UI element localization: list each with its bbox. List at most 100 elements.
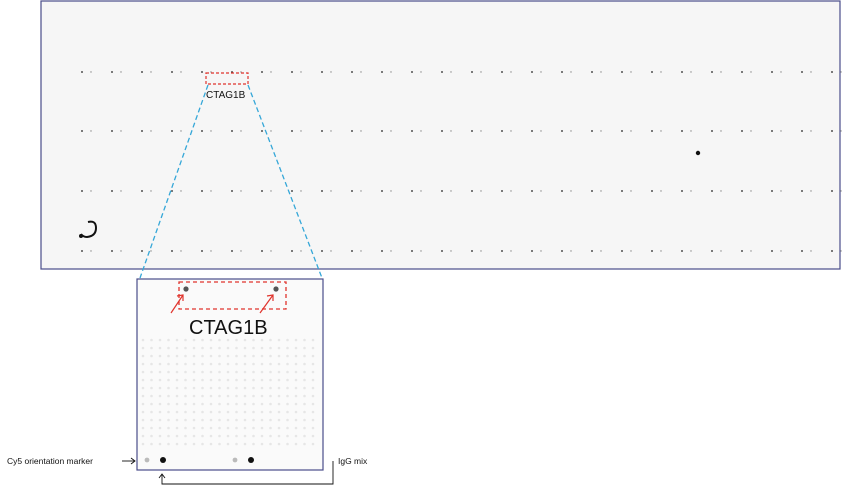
zoom-spot [141,354,145,358]
zoom-spot [175,378,179,382]
overview-spot [501,130,503,132]
overview-spot [171,250,173,252]
orientation-spot-1 [144,457,150,463]
overview-spot [711,71,713,73]
overview-spot [420,250,422,252]
zoom-spot [184,410,187,414]
overview-spot [501,190,503,192]
overview-spot [621,71,623,73]
zoom-spot [260,346,264,350]
zoom-spot [226,346,230,350]
overview-spot [651,130,653,132]
zoom-spot [252,442,255,446]
zoom-spot [303,370,306,374]
overview-spot [690,130,692,132]
zoom-spot [303,402,306,406]
zoom-spot [303,442,306,446]
zoom-spot [201,354,204,358]
zoom-protein-label: CTAG1B [189,317,268,339]
overview-spot [330,130,332,132]
zoom-spot [141,434,145,438]
overview-spot [660,250,662,252]
zoom-spot [184,434,187,438]
zoom-spot [218,378,221,382]
overview-spot [750,190,752,192]
overview-spot [741,130,743,132]
zoom-spot [260,402,264,406]
overview-spot [300,190,302,192]
zoom-spot [201,442,204,446]
zoom-spot [192,378,196,382]
zoom-spot [235,402,238,406]
overview-spot [630,190,632,192]
overview-spot [531,250,533,252]
overview-spot [321,250,323,252]
overview-spot [210,130,212,132]
zoom-spot [303,378,306,382]
zoom-spot [294,370,298,374]
orientation-marker-arrow [122,457,136,465]
zoom-spot [167,426,170,430]
zoom-spot [150,418,153,422]
zoom-spot [218,434,221,438]
zoom-spot [175,346,179,350]
zoom-spot [158,378,162,382]
zoom-spot [269,346,272,350]
zoom-spot [260,378,264,382]
overview-spot [300,130,302,132]
zoom-spot [201,378,204,382]
zoom-spot [158,338,162,342]
zoom-spot [226,386,230,390]
zoom-spot [226,442,230,446]
overview-spot [141,250,143,252]
zoom-spot [167,410,170,414]
overview-spot [180,250,182,252]
overview-spot [621,190,623,192]
zoom-spot [201,434,204,438]
zoom-spot [141,426,145,430]
overview-spot [450,130,452,132]
zoom-spot [175,354,179,358]
overview-array-panel [40,0,841,270]
overview-spot [141,71,143,73]
overview-spot [840,130,842,132]
zoom-spot [252,370,255,374]
zoom-spot [218,394,221,398]
overview-spot [720,190,722,192]
overview-spot [501,250,503,252]
zoom-spot [209,370,213,374]
zoom-spot [167,434,170,438]
overview-spot [450,250,452,252]
zoom-spot [209,442,213,446]
overview-spot [330,71,332,73]
zoom-spot [175,402,179,406]
zoom-spot [150,442,153,446]
overview-spot [741,250,743,252]
zoom-spot [167,418,170,422]
overview-spot [510,190,512,192]
zoom-spot [252,394,255,398]
zoom-spot [175,442,179,446]
overview-spot [630,130,632,132]
zoom-spot [235,434,238,438]
overview-spot [150,71,152,73]
zoom-spot [277,370,281,374]
overview-spot [150,250,152,252]
zoom-spot [218,442,221,446]
zoom-spot [243,434,247,438]
overview-spot [660,130,662,132]
zoom-spot [218,346,221,350]
zoom-spot [260,338,264,342]
zoom-spot [209,418,213,422]
overview-spot [411,71,413,73]
zoom-spot [218,418,221,422]
overview-spot [531,130,533,132]
zoom-spot [158,442,162,446]
zoom-spot [260,362,264,366]
zoom-spot [277,434,281,438]
overview-spot [180,190,182,192]
zoom-spot [184,338,187,342]
overview-spot [111,130,113,132]
zoom-spot [167,346,170,350]
igg-mix-bracket [158,461,334,485]
